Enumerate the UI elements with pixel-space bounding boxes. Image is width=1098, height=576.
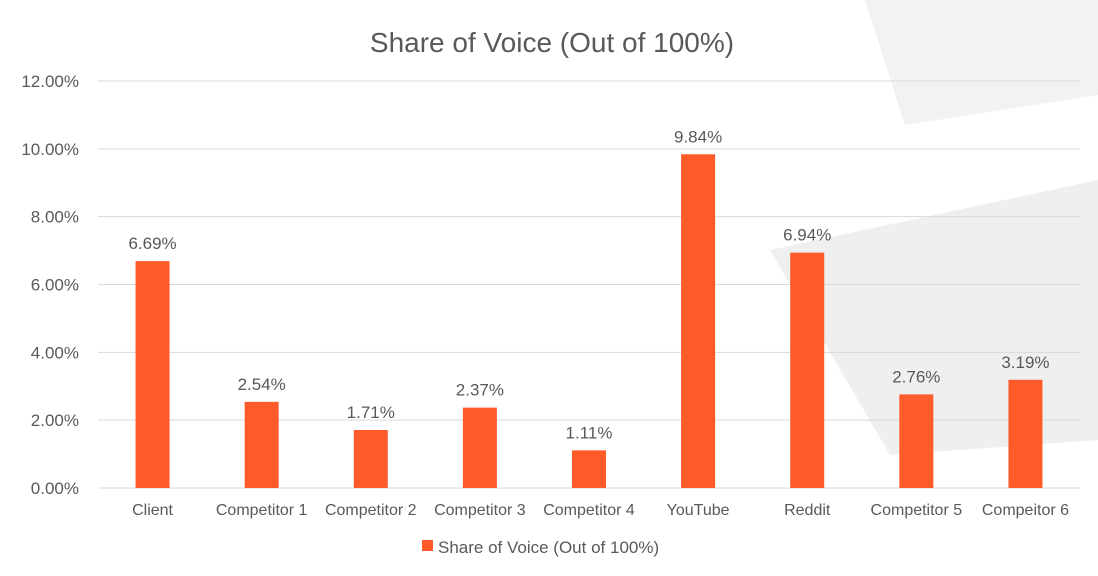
bar bbox=[353, 430, 388, 488]
data-label: 2.76% bbox=[892, 367, 940, 386]
x-category-label: Compeitor 6 bbox=[982, 502, 1069, 519]
x-category-label: Client bbox=[132, 502, 173, 519]
data-label: 1.11% bbox=[566, 423, 613, 442]
bar bbox=[244, 401, 279, 488]
x-category-label: Competitor 4 bbox=[543, 502, 635, 519]
data-label: 1.71% bbox=[347, 403, 395, 422]
bar bbox=[1008, 379, 1043, 488]
data-label: 6.69% bbox=[128, 234, 176, 253]
data-label: 3.19% bbox=[1001, 353, 1049, 372]
x-category-label: Competitor 1 bbox=[216, 502, 308, 519]
y-tick-label: 8.00% bbox=[31, 208, 79, 227]
bar-series bbox=[135, 154, 1043, 488]
data-label: 9.84% bbox=[674, 127, 722, 146]
y-tick-label: 0.00% bbox=[31, 479, 79, 498]
y-tick-label: 2.00% bbox=[31, 411, 79, 430]
x-category-label: YouTube bbox=[667, 502, 730, 519]
legend-swatch bbox=[422, 540, 433, 551]
bar bbox=[899, 394, 934, 488]
bar bbox=[462, 407, 497, 488]
data-label: 2.54% bbox=[238, 375, 286, 394]
data-labels: 6.69% 2.54% 1.71% 2.37% 1.11% 9.84% 6.94% 2.76%… bbox=[128, 127, 1049, 442]
x-category-label: Competitor 2 bbox=[325, 502, 417, 519]
x-category-label: Competitor 5 bbox=[871, 502, 963, 519]
chart-title: Share of Voice (Out of 100%) bbox=[370, 27, 734, 58]
x-axis-categories: Client Competitor 1 Competitor 2 Competitor… bbox=[132, 502, 1069, 519]
y-tick-label: 6.00% bbox=[31, 276, 79, 295]
y-tick-label: 10.00% bbox=[21, 140, 79, 159]
y-axis-ticks: 0.00% 2.00% 4.00% 6.00% 8.00% 10.00% 12.00% bbox=[21, 72, 79, 498]
x-category-label: Competitor 3 bbox=[434, 502, 526, 519]
y-tick-label: 4.00% bbox=[31, 343, 79, 362]
bar bbox=[790, 252, 825, 488]
x-category-label: Reddit bbox=[784, 502, 831, 519]
y-tick-label: 12.00% bbox=[21, 72, 79, 91]
bar bbox=[572, 450, 606, 488]
data-label: 2.37% bbox=[456, 381, 504, 400]
bar bbox=[135, 261, 170, 488]
legend-label: Share of Voice (Out of 100%) bbox=[438, 538, 659, 557]
bar bbox=[681, 154, 716, 488]
legend: Share of Voice (Out of 100%) bbox=[422, 538, 659, 557]
data-label: 6.94% bbox=[783, 226, 831, 245]
